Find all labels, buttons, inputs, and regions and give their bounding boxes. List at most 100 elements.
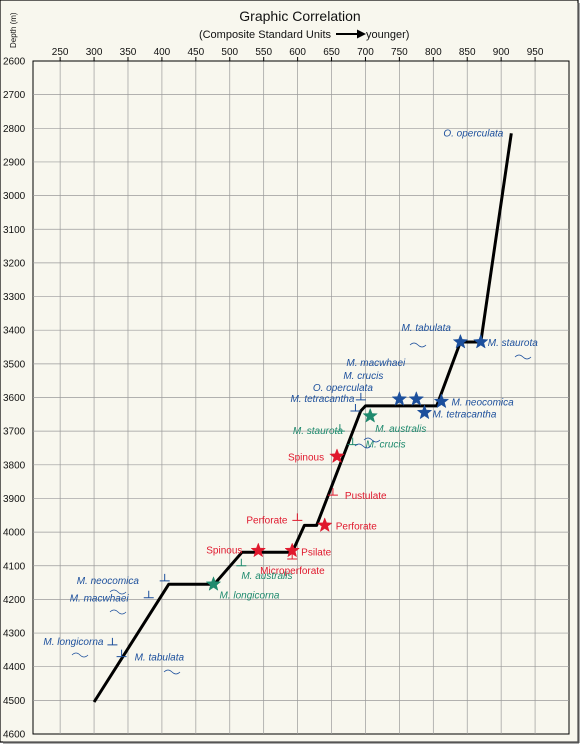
event-label: M. tabulata: [401, 323, 451, 334]
chart-subtitle-right: younger): [366, 29, 409, 41]
event-label: M. neocomica: [451, 398, 514, 409]
y-tick-label: 3700: [3, 427, 26, 438]
x-tick-label: 850: [459, 47, 476, 58]
x-tick-label: 400: [154, 47, 171, 58]
bracket-glyph: [514, 354, 532, 360]
event-star-marker: [205, 576, 222, 591]
event-star-marker: [391, 390, 408, 406]
event-label: Perforate: [336, 521, 378, 532]
event-star-marker: [408, 390, 425, 406]
event-label: M. macwhaei: [346, 358, 406, 369]
event-star-marker: [316, 517, 333, 532]
plot-area: 250 300 350 400 450 500 550 600 650 700 750 800 850 9…: [3, 47, 570, 741]
event-label: O. operculata: [443, 128, 503, 139]
y-tick-label: 3200: [3, 258, 26, 269]
x-tick-label: 300: [86, 47, 103, 58]
event-range-tick: [327, 488, 338, 496]
event-range-tick: [143, 590, 154, 599]
event-star-marker: [416, 404, 433, 420]
event-label: M. macwhaei: [70, 594, 130, 605]
bracket-glyph: [163, 669, 181, 675]
y-tick-label: 3500: [3, 359, 26, 370]
event-range-tick: [287, 552, 298, 560]
event-label: Microperforate: [260, 566, 325, 577]
event-label: Spinous: [206, 546, 242, 557]
event-star-marker: [250, 542, 267, 558]
event-label: M. staurota: [488, 338, 538, 349]
y-tick-label: 3100: [3, 225, 26, 236]
bracket-glyph: [109, 609, 127, 615]
event-label: M. australis: [241, 571, 292, 582]
y-axis-label: Depth (m): [9, 12, 18, 48]
x-tick-label: 700: [357, 47, 374, 58]
event-range-tick: [350, 403, 361, 412]
bracket-glyph: [363, 437, 381, 443]
event-label: M. longicorna: [43, 637, 103, 648]
y-tick-label: 3000: [3, 191, 26, 202]
y-tick-label: 4200: [3, 595, 26, 606]
event-label: Spinous: [288, 452, 324, 463]
x-tick-label: 800: [425, 47, 442, 58]
event-label: M. australis: [375, 424, 426, 435]
y-tick-label: 4300: [3, 629, 26, 640]
y-tick-label: 4400: [3, 662, 26, 673]
event-label: O. operculata: [313, 383, 373, 394]
y-tick-label: 3400: [3, 326, 26, 337]
event-label: M. staurota: [293, 426, 343, 437]
y-tick-label: 2700: [3, 90, 26, 101]
x-tick-label: 900: [493, 47, 510, 58]
x-tick-label: 550: [255, 47, 272, 58]
y-tick-label: 3300: [3, 292, 26, 303]
event-label: M. crucis: [343, 371, 383, 382]
y-tick-label: 4600: [3, 730, 26, 741]
event-range-tick: [355, 392, 366, 401]
bracket-glyph: [71, 652, 89, 658]
event-range-tick: [347, 437, 358, 446]
event-range-tick: [116, 649, 127, 658]
event-label: M. tabulata: [135, 653, 185, 664]
x-tick-label: 950: [527, 47, 544, 58]
event-star-marker: [473, 333, 489, 349]
y-tick-label: 3600: [3, 393, 26, 404]
x-tick-label: 600: [289, 47, 306, 58]
x-tick-label: 750: [391, 47, 408, 58]
event-label: M. longicorna: [219, 590, 279, 601]
chart-title: Graphic Correlation: [239, 8, 360, 24]
bracket-glyph: [354, 443, 372, 449]
arrow-icon: [336, 29, 366, 39]
event-star-marker: [433, 393, 450, 409]
x-tick-label: 500: [221, 47, 238, 58]
event-label: Pustulate: [345, 491, 387, 502]
event-label: M. tetracantha: [432, 410, 496, 421]
x-tick-label: 650: [323, 47, 340, 58]
event-label: M. crucis: [366, 440, 406, 451]
y-tick-label: 2900: [3, 157, 26, 168]
y-tick-label: 3800: [3, 460, 26, 471]
y-tick-label: 4000: [3, 528, 26, 539]
event-star-marker: [329, 448, 345, 464]
event-label: Psilate: [301, 548, 331, 559]
event-range-tick: [107, 637, 118, 646]
event-label: M. tetracantha: [290, 394, 354, 405]
event-label: M. neocomica: [77, 576, 140, 587]
event-star-marker: [452, 333, 469, 349]
event-star-marker: [362, 407, 378, 423]
event-label: Perforate: [246, 515, 288, 526]
event-range-tick: [159, 573, 170, 582]
bracket-glyph: [409, 342, 427, 348]
x-tick-label: 450: [187, 47, 204, 58]
chart-subtitle-left: (Composite Standard Units: [199, 29, 332, 41]
y-tick-label: 2800: [3, 124, 26, 135]
x-tick-label: 350: [120, 47, 137, 58]
event-range-tick: [236, 558, 247, 567]
y-tick-label: 4500: [3, 696, 26, 707]
x-tick-label: 250: [52, 47, 69, 58]
y-tick-label: 2600: [3, 57, 26, 68]
y-tick-label: 4100: [3, 561, 26, 572]
bracket-glyph: [109, 589, 127, 595]
event-range-tick: [292, 513, 303, 521]
y-tick-label: 3900: [3, 494, 26, 505]
event-range-tick: [334, 424, 345, 432]
